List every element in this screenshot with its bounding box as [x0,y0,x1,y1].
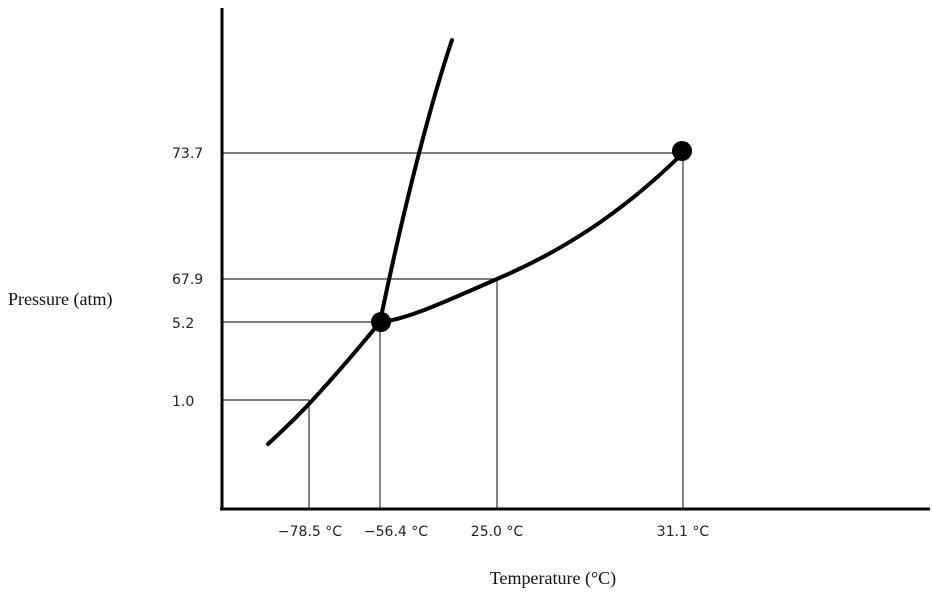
x-tick-label: −56.4 °C [364,524,428,540]
sublimation-curve [266,320,382,446]
x-tick-label: 31.1 °C [657,524,710,540]
vaporization-curve [378,151,685,324]
melting-curve [378,38,454,324]
y-tick-labels: 73.7 67.9 5.2 1.0 [172,146,203,410]
y-axis-title: Pressure (atm) [8,289,112,310]
critical-point [672,141,692,161]
y-tick-label: 73.7 [172,146,203,162]
phase-curves [266,38,685,446]
guide-lines [222,152,684,508]
x-axis-title: Temperature (°C) [490,568,616,589]
triple-point [371,312,391,332]
y-tick-label: 5.2 [172,316,194,332]
x-tick-label: −78.5 °C [278,524,342,540]
x-tick-labels: −78.5 °C −56.4 °C 25.0 °C 31.1 °C [278,524,709,540]
x-tick-label: 25.0 °C [471,524,524,540]
y-tick-label: 1.0 [172,394,194,410]
y-tick-label: 67.9 [172,272,203,288]
